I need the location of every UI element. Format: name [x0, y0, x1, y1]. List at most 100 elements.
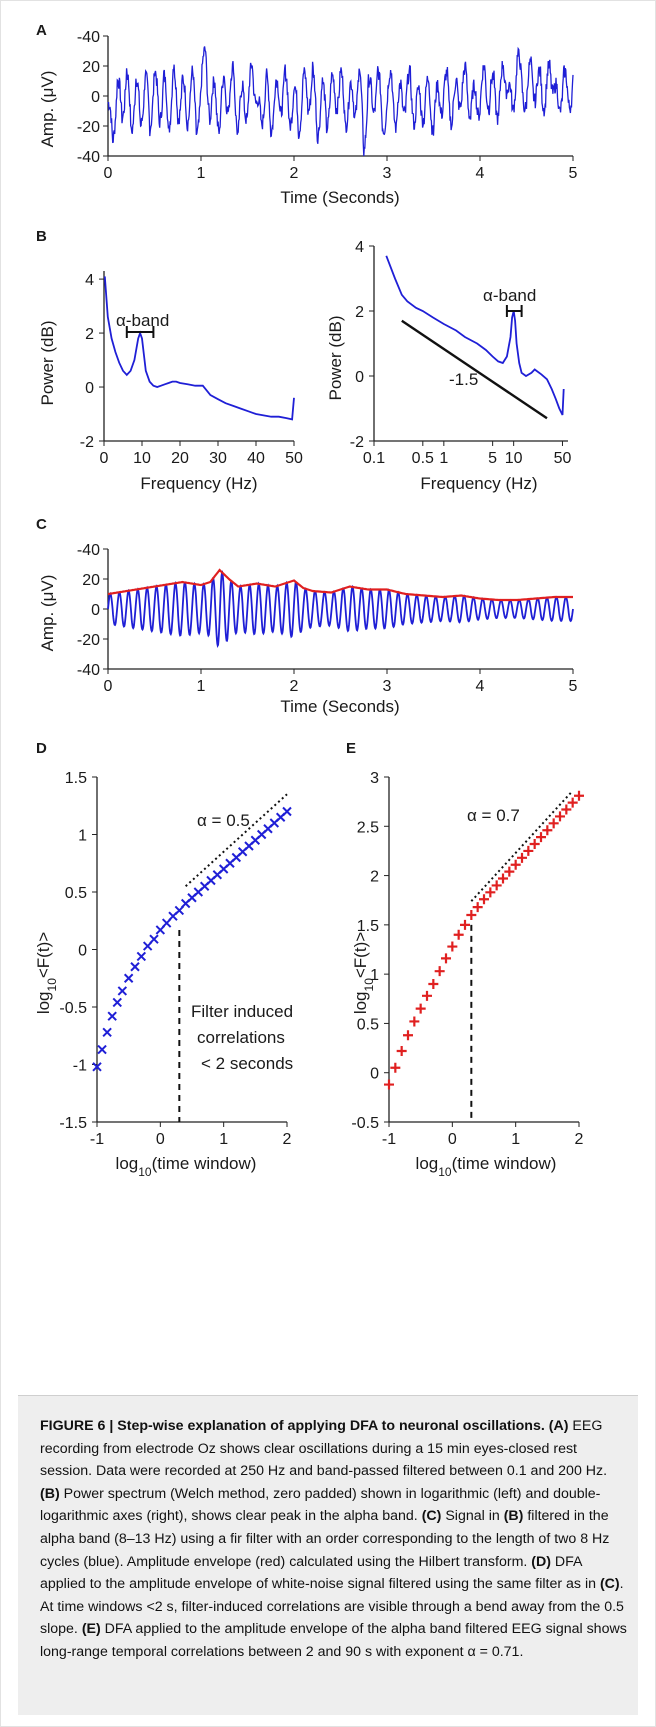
figure-canvas: A B C D E Amp. (μV) Time (Seconds) Power… — [34, 22, 584, 1179]
caption-text: . At time windows <2 s, filter-induced c… — [40, 1576, 624, 1638]
panel-e-marker — [447, 941, 458, 952]
panel-d-note-line-1: Filter induced — [191, 1002, 293, 1021]
panel-d-x-tick-label: -1 — [90, 1131, 104, 1148]
panel-a-ylabel: Amp. (μV) — [38, 71, 57, 148]
panel-b-left-x-tick-label: 20 — [171, 450, 189, 467]
panel-b-right-slope-line — [401, 319, 548, 420]
panel-b-left-y-tick-label: 2 — [85, 326, 94, 343]
panel-label-e: E — [346, 740, 356, 757]
panel-b-right-spectrum — [385, 255, 565, 416]
panel-d-y-tick-label: 1 — [78, 828, 87, 845]
panel-e-xlabel: log10(time window) — [416, 1154, 557, 1179]
panel-e-marker — [504, 866, 515, 877]
panel-b-left-ylabel: Power (dB) — [38, 320, 57, 405]
panel-b-right-y-tick-label: 4 — [355, 239, 364, 256]
panel-c-y-tick-label: -40 — [77, 662, 100, 679]
panel-b-right-y-tick-label: 0 — [355, 369, 364, 386]
panel-a-y-tick-label: -20 — [77, 119, 100, 136]
panel-e-alpha-label: α = 0.7 — [467, 806, 520, 825]
panel-b-right-y-tick-label: -2 — [350, 434, 364, 451]
panel-e-x-tick-label: 2 — [575, 1131, 584, 1148]
panel-e-marker — [479, 894, 489, 905]
panel-d-slope-line — [184, 793, 288, 887]
panel-b-right-x-tick-label: 1 — [439, 450, 448, 467]
panel-d-note-line-3: < 2 seconds — [201, 1054, 293, 1073]
panel-d-marker — [102, 1027, 112, 1038]
panel-e-marker — [523, 845, 534, 856]
panel-e-marker — [498, 873, 508, 884]
panel-d-marker — [112, 997, 122, 1008]
panel-b-left-x-tick-label: 0 — [100, 450, 109, 467]
panel-a-x-tick-label: 2 — [290, 165, 299, 182]
panel-c-y-tick-label: 20 — [82, 572, 100, 589]
panel-b-left-y-tick-label: 4 — [85, 272, 94, 289]
panel-c-filtered-signal — [107, 570, 574, 648]
panel-c-x-tick-label: 2 — [290, 678, 299, 695]
panel-b-left-band-label: α-band — [116, 311, 169, 330]
panel-e-marker — [485, 887, 496, 898]
panel-d-x-tick-label: 1 — [219, 1131, 228, 1148]
panel-a-x-tick-label: 1 — [197, 165, 206, 182]
panel-e-y-tick-label: 3 — [370, 770, 379, 787]
panel-b-right-band-label: α-band — [483, 286, 536, 305]
panel-e-y-tick-label: -0.5 — [351, 1115, 379, 1132]
panel-e-marker — [491, 880, 502, 891]
panel-e-marker — [567, 797, 578, 808]
panel-e-marker — [396, 1046, 407, 1057]
caption-ref: (B) — [40, 1485, 60, 1502]
panel-d-marker — [149, 934, 159, 944]
panel-e-marker — [542, 825, 553, 836]
caption-text: EEG recording from electrode Oz shows cl… — [40, 1418, 608, 1480]
caption-ref: (C) — [421, 1508, 442, 1525]
panel-c-amplitude-envelope — [107, 568, 573, 602]
panel-e-marker — [409, 1016, 420, 1027]
panel-a-x-tick-label: 0 — [104, 165, 113, 182]
panel-d-marker — [107, 1011, 117, 1021]
panel-d-alpha-label: α = 0.5 — [197, 811, 250, 830]
caption-text: Power spectrum (Welch method, zero padde… — [40, 1485, 601, 1525]
panel-e-marker — [441, 953, 451, 964]
panel-a-eeg-trace — [107, 46, 574, 157]
caption-title: FIGURE 6 | Step-wise explanation of appl… — [40, 1418, 545, 1434]
panel-d-marker — [117, 986, 128, 996]
panel-b-right-x-tick-label: 50 — [554, 450, 572, 467]
caption-ref: (E) — [81, 1621, 101, 1638]
panel-e-marker — [574, 790, 584, 801]
caption-text: filtered in the alpha band (8–13 Hz) usi… — [40, 1508, 610, 1570]
panel-e-marker — [517, 852, 527, 863]
panel-e-marker — [390, 1062, 401, 1073]
panel-d-ylabel: log10<F(t)> — [34, 932, 59, 1014]
panel-b-left-spectrum — [103, 276, 295, 421]
panel-c-x-tick-label: 0 — [104, 678, 113, 695]
panel-e-ylabel: log10<F(t)> — [351, 932, 376, 1014]
panel-e-marker — [403, 1030, 413, 1041]
panel-e-marker — [384, 1079, 394, 1090]
panel-e-marker — [555, 811, 565, 822]
panel-d-marker — [130, 962, 140, 972]
caption-box — [18, 1395, 638, 1715]
panel-e-marker — [510, 859, 521, 870]
panel-e-marker — [536, 832, 546, 843]
panel-e-marker — [561, 804, 572, 815]
panel-d-x-tick-label: 2 — [283, 1131, 292, 1148]
panel-a-y-tick-label: 0 — [91, 89, 100, 106]
panel-a-x-tick-label: 3 — [383, 165, 392, 182]
panel-e-y-tick-label: 2 — [370, 869, 379, 886]
panel-d-marker — [97, 1044, 107, 1055]
panel-e-x-tick-label: 1 — [511, 1131, 520, 1148]
panel-a-y-tick-label: -40 — [77, 29, 100, 46]
panel-d-y-tick-label: 1.5 — [65, 770, 87, 787]
panel-e-x-tick-label: -1 — [382, 1131, 396, 1148]
panel-d-marker — [136, 951, 147, 962]
panel-b-right-x-tick-label: 5 — [488, 450, 497, 467]
caption-text: Signal in — [441, 1508, 504, 1525]
panel-d-marker — [282, 806, 292, 817]
panel-e-marker — [434, 966, 445, 977]
panel-label-b: B — [36, 228, 47, 245]
panel-b-left-y-tick-label: -2 — [80, 434, 94, 451]
panel-d-note-line-2: correlations — [197, 1028, 285, 1047]
panel-b-right-slope-label: -1.5 — [449, 370, 478, 389]
panel-d-marker — [123, 973, 134, 983]
panel-b-right-y-tick-label: 2 — [355, 304, 364, 321]
panel-b-left-x-tick-label: 50 — [285, 450, 303, 467]
